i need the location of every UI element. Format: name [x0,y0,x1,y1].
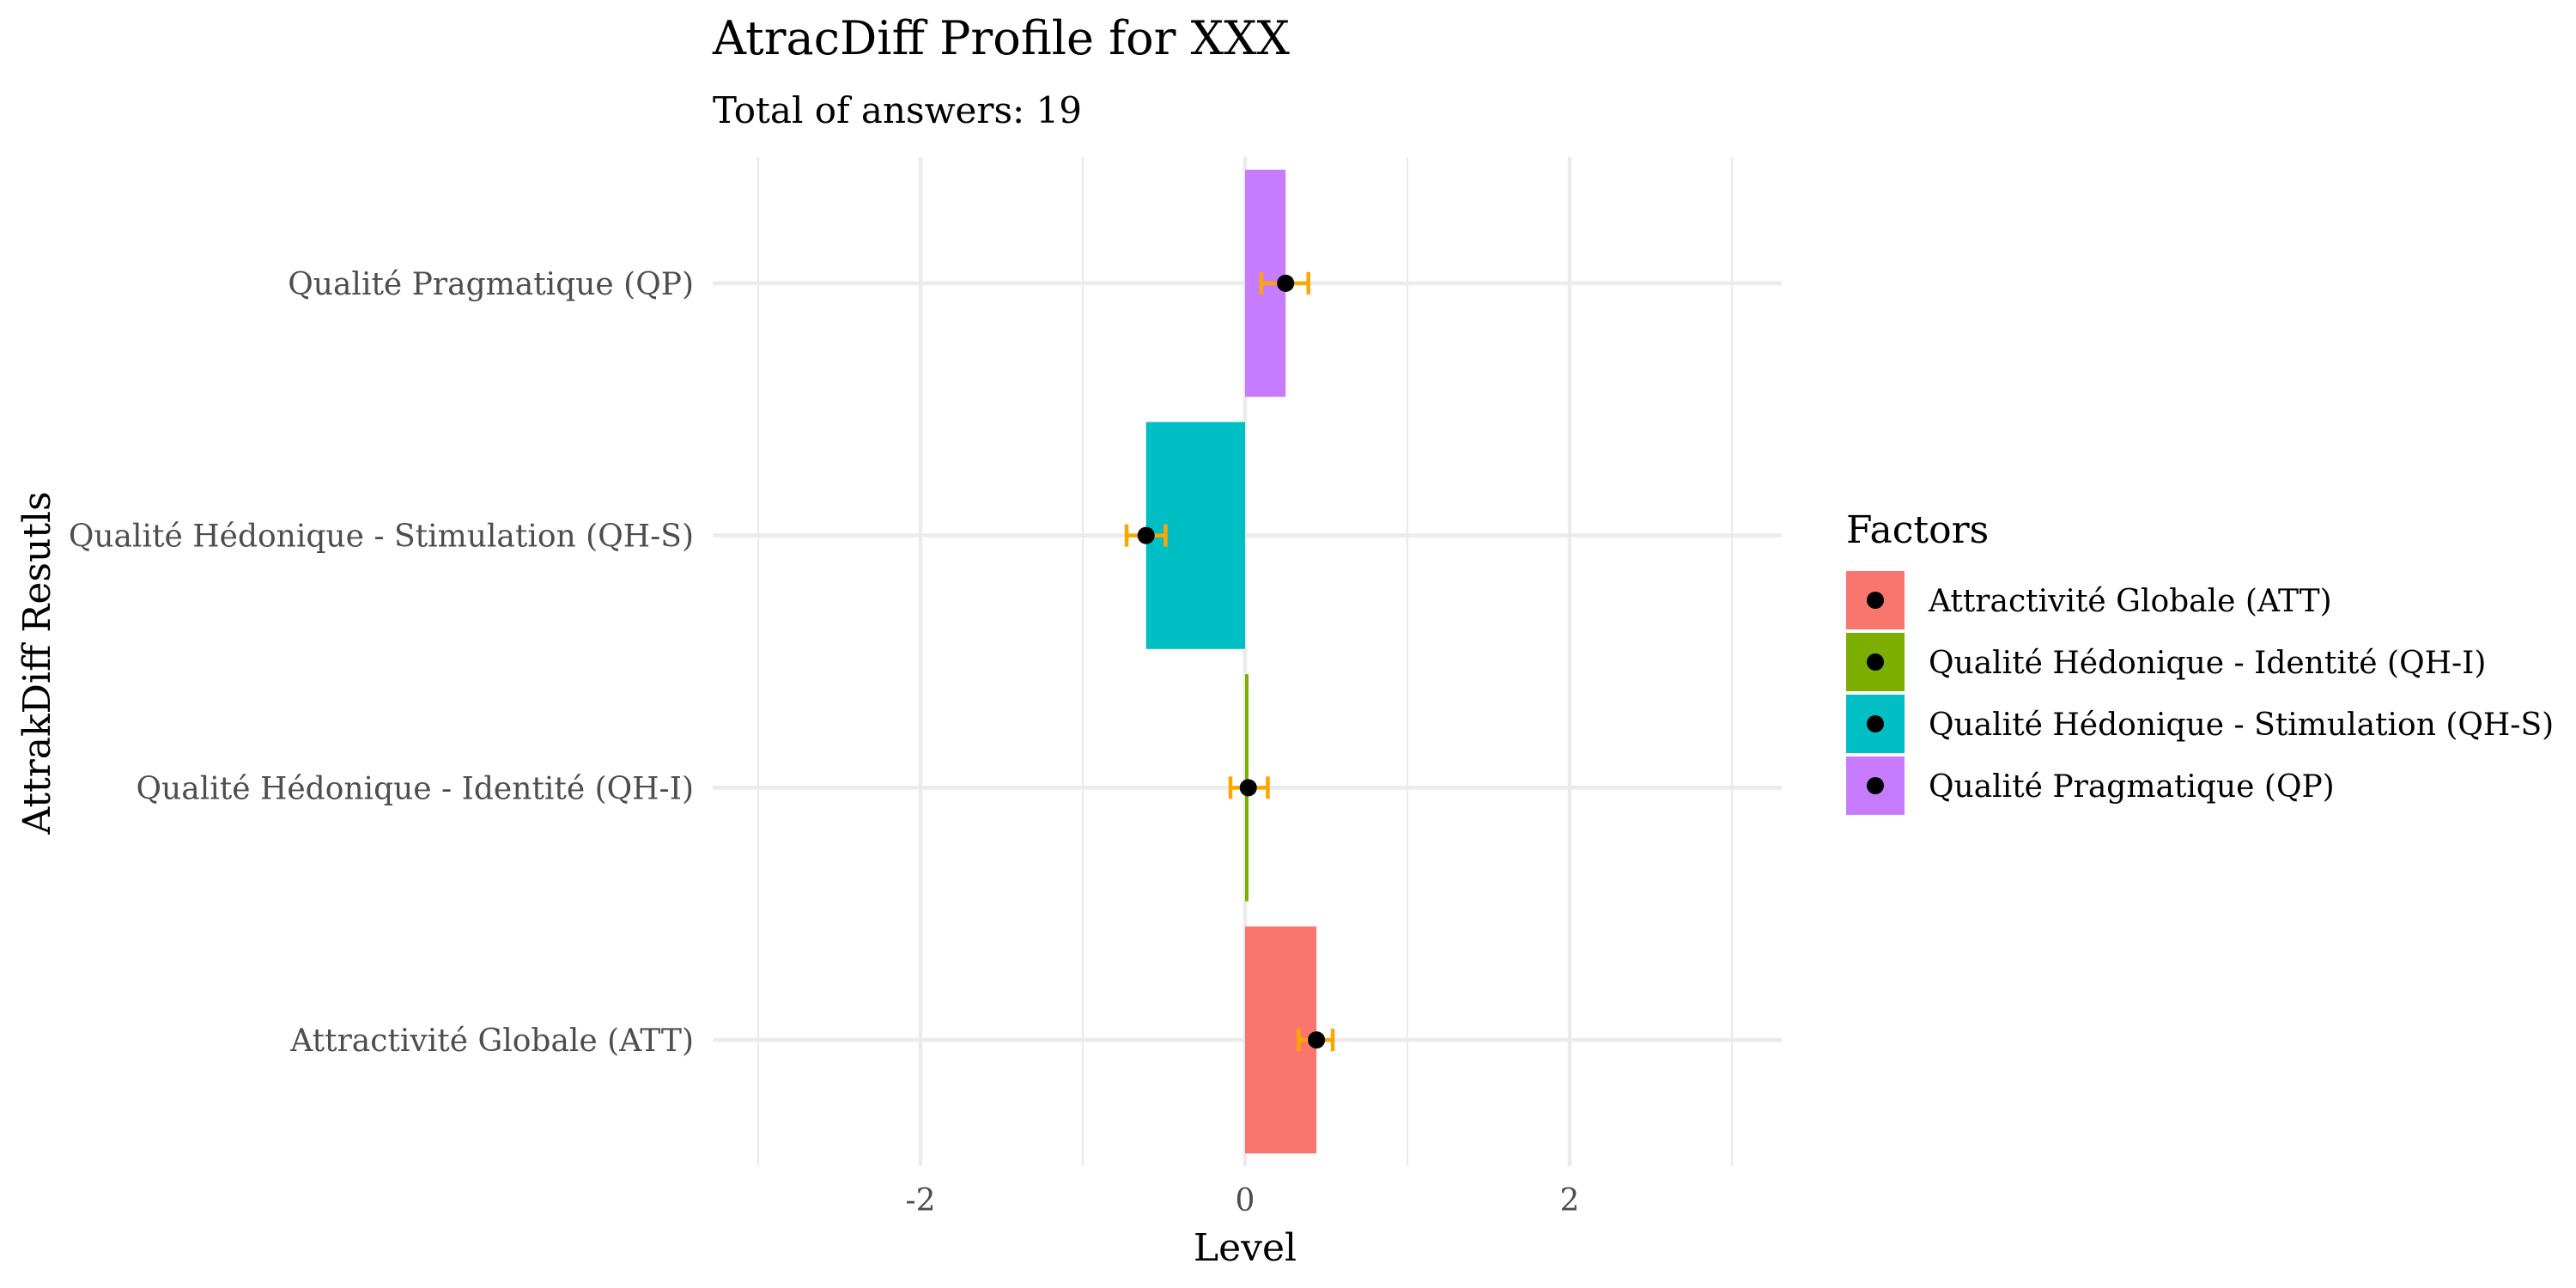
mean-point-3 [1137,526,1155,544]
mean-point-1 [1308,1031,1326,1049]
x-axis-title: Level [1194,1226,1297,1270]
chart-title: AtracDiff Profile for XXX [712,11,1291,65]
mean-point-2 [1239,779,1257,797]
mean-point-4 [1277,274,1295,292]
legend-label: Attractivité Globale (ATT) [1928,584,2332,619]
plot-panel [713,157,1782,1166]
legend-key-point [1867,715,1884,732]
legend-key-point [1867,777,1884,794]
legend-label: Qualité Hédonique - Identité (QH-I) [1929,646,2486,681]
x-tick-label: 2 [1560,1183,1580,1218]
x-tick-label: 0 [1236,1183,1255,1218]
legend-entry: Attractivité Globale (ATT) [1846,571,2332,629]
legend-entry: Qualité Pragmatique (QP) [1846,756,2335,815]
legend-items: Attractivité Globale (ATT) Qualité Hédoni… [1846,571,2554,815]
legend-key-point [1867,592,1884,609]
legend-entry: Qualité Hédonique - Identité (QH-I) [1846,633,2486,691]
points-layer [1137,274,1326,1049]
errorbars-layer [1124,271,1335,1052]
y-axis-title: AttrakDiff Resutls [15,491,59,835]
bars-layer [1145,169,1317,1154]
legend-entry: Qualité Hédonique - Stimulation (QH-S) [1846,695,2554,753]
legend: Factors Attractivité Globale (ATT) Qualit… [1846,508,2554,815]
legend-title: Factors [1846,508,1989,552]
y-tick-label: Attractivité Globale (ATT) [289,1024,694,1059]
legend-label: Qualité Hédonique - Stimulation (QH-S) [1929,708,2554,743]
chart-subtitle: Total of answers: 19 [713,89,1082,131]
y-tick-label: Qualité Pragmatique (QP) [288,267,694,302]
x-tick-label: -2 [905,1183,935,1218]
legend-label: Qualité Pragmatique (QP) [1929,769,2335,805]
legend-key-point [1867,653,1884,671]
y-axis-tick-labels: Attractivité Globale (ATT) Qualité Hédoni… [69,267,694,1059]
y-tick-label: Qualité Hédonique - Identité (QH-I) [137,771,694,806]
y-tick-label: Qualité Hédonique - Stimulation (QH-S) [69,519,694,555]
x-axis-tick-labels: -2 0 2 [905,1183,1579,1218]
